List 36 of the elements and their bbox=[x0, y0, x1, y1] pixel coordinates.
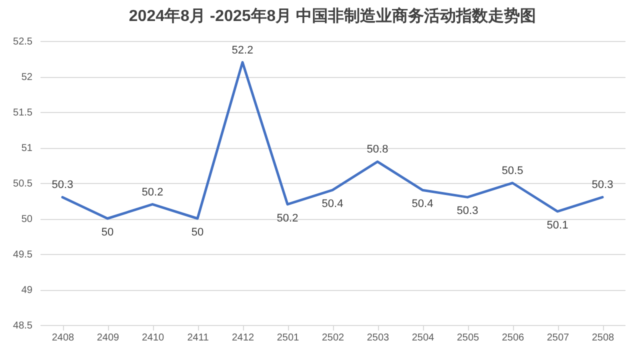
data-label: 50.3 bbox=[592, 179, 614, 192]
data-label: 50.5 bbox=[502, 165, 524, 177]
y-tick-label: 52 bbox=[21, 72, 33, 83]
x-tick-label: 2410 bbox=[142, 332, 165, 344]
x-tick-label: 2411 bbox=[187, 332, 210, 344]
data-label: 50.2 bbox=[142, 186, 164, 198]
y-tick-label: 52.5 bbox=[13, 36, 33, 48]
x-tick-label: 2408 bbox=[52, 332, 75, 344]
data-label: 50 bbox=[191, 226, 204, 238]
x-tick-label: 2502 bbox=[322, 332, 345, 344]
x-tick-label: 2504 bbox=[412, 332, 435, 344]
y-tick-label: 48.5 bbox=[13, 320, 33, 332]
x-tick-label: 2412 bbox=[232, 332, 255, 344]
data-label: 50.4 bbox=[322, 198, 344, 210]
data-label: 52.2 bbox=[232, 44, 254, 56]
chart-title: 2024年8月 -2025年8月 中国非制造业商务活动指数走势图 bbox=[128, 7, 536, 25]
x-tick-label: 2506 bbox=[502, 332, 525, 344]
y-tick-label: 51 bbox=[21, 143, 33, 154]
data-label: 50.8 bbox=[366, 144, 388, 156]
x-tick-label: 2501 bbox=[276, 332, 300, 344]
x-tick-label: 2507 bbox=[546, 332, 570, 344]
x-tick-label: 2503 bbox=[366, 332, 390, 344]
data-label: 50.3 bbox=[52, 179, 74, 192]
x-tick-label: 2508 bbox=[592, 332, 615, 344]
y-tick-label: 49 bbox=[21, 285, 33, 296]
data-label: 50.1 bbox=[546, 219, 568, 232]
y-tick-label: 49.5 bbox=[13, 250, 33, 260]
data-label: 50.2 bbox=[276, 212, 298, 224]
y-tick-label: 50 bbox=[21, 214, 33, 225]
y-tick-label: 51.5 bbox=[13, 108, 33, 118]
data-label: 50.3 bbox=[456, 205, 478, 218]
x-tick-label: 2505 bbox=[456, 332, 480, 344]
data-label: 50.4 bbox=[412, 198, 434, 210]
data-label: 50 bbox=[101, 226, 114, 238]
y-tick-label: 50.5 bbox=[13, 178, 33, 190]
x-tick-label: 2409 bbox=[96, 332, 120, 344]
